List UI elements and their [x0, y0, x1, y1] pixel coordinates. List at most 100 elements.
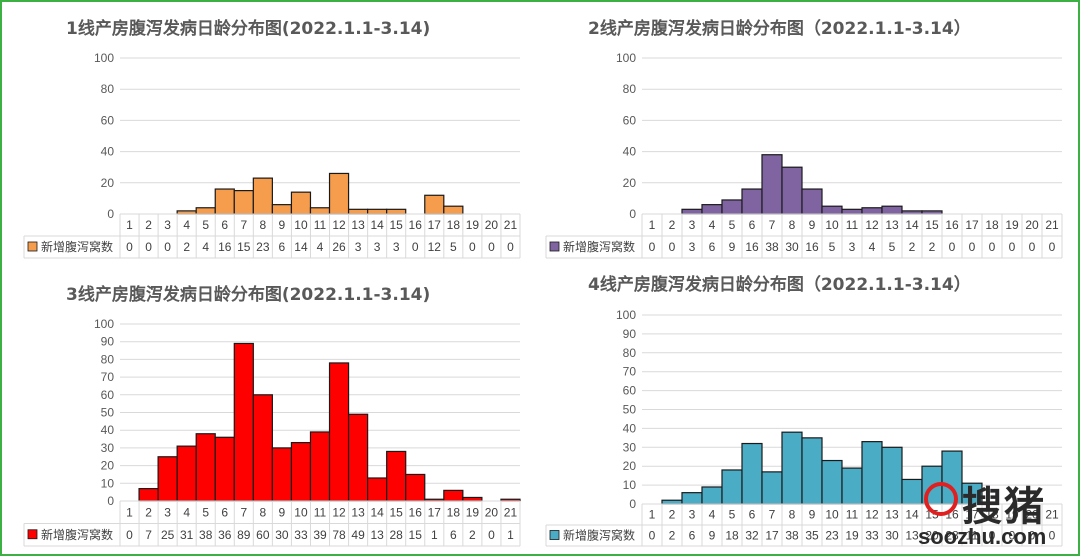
x-tick-label: 12	[865, 508, 879, 522]
data-label: 12	[428, 240, 442, 254]
x-tick-label: 12	[332, 505, 346, 519]
x-tick-label: 15	[390, 505, 404, 519]
watermark-domain: soozhu.com	[918, 524, 1047, 549]
data-label: 0	[669, 240, 676, 254]
data-label: 30	[785, 240, 799, 254]
data-label: 5	[829, 240, 836, 254]
x-tick-label: 21	[1045, 218, 1059, 232]
data-label: 32	[745, 529, 759, 543]
x-tick-label: 17	[428, 218, 442, 232]
bar-day-19	[462, 496, 483, 502]
legend-label: 新增腹泻窝数	[563, 528, 635, 543]
bar-day-8	[781, 431, 803, 505]
x-tick-label: 9	[809, 218, 816, 232]
y-tick-label: 90	[623, 327, 637, 341]
bar-day-9	[801, 437, 823, 505]
x-tick-label: 3	[164, 218, 171, 232]
x-tick-label: 6	[749, 218, 756, 232]
y-tick-label: 60	[101, 113, 115, 127]
x-tick-label: 16	[409, 218, 423, 232]
y-tick-label: 30	[101, 441, 115, 455]
chart-title: 3线产房腹泻发病日龄分布图(2022.1.1-3.14)	[66, 284, 430, 305]
data-label: 0	[1049, 240, 1056, 254]
bar-day-9	[801, 188, 823, 215]
x-tick-label: 1	[649, 218, 656, 232]
data-label: 3	[374, 240, 381, 254]
data-label: 1	[507, 528, 514, 542]
x-tick-label: 8	[260, 505, 267, 519]
y-tick-label: 20	[101, 459, 115, 473]
bar-day-17	[424, 194, 445, 215]
bar-day-8	[781, 166, 803, 215]
bar-day-11	[841, 208, 863, 215]
x-tick-label: 13	[351, 218, 365, 232]
y-tick-label: 80	[101, 82, 115, 96]
data-label: 0	[969, 240, 976, 254]
legend-label: 新增腹泻窝数	[41, 527, 113, 542]
data-label: 14	[294, 240, 308, 254]
y-tick-label: 0	[107, 207, 114, 221]
x-tick-label: 7	[240, 218, 247, 232]
bar-day-11	[309, 207, 331, 215]
x-tick-label: 1	[649, 508, 656, 522]
y-tick-label: 100	[616, 308, 636, 322]
data-label: 38	[199, 528, 213, 542]
y-tick-label: 90	[101, 335, 115, 349]
data-label: 0	[649, 240, 656, 254]
y-tick-label: 20	[623, 176, 637, 190]
x-tick-label: 1	[126, 505, 133, 519]
y-tick-label: 10	[101, 476, 115, 490]
bar-day-6	[214, 188, 235, 215]
y-tick-label: 40	[101, 423, 115, 437]
x-tick-label: 17	[965, 508, 979, 522]
data-label: 38	[765, 240, 779, 254]
bar-day-2	[138, 488, 159, 502]
x-tick-label: 10	[294, 218, 308, 232]
x-tick-label: 5	[202, 505, 209, 519]
x-tick-label: 20	[1025, 508, 1039, 522]
bar-day-5	[721, 199, 743, 215]
x-tick-label: 14	[370, 505, 384, 519]
bar-day-10	[821, 459, 843, 505]
watermark-text: 搜猪	[962, 483, 1046, 530]
x-tick-label: 5	[202, 218, 209, 232]
data-label: 9	[729, 240, 736, 254]
y-tick-label: 30	[623, 440, 637, 454]
data-label: 0	[126, 240, 133, 254]
bar-day-9	[271, 447, 293, 502]
x-tick-label: 21	[504, 218, 518, 232]
bar-day-4	[701, 486, 723, 505]
x-tick-label: 3	[689, 508, 696, 522]
bar-day-7	[761, 471, 783, 505]
data-label: 0	[507, 240, 514, 254]
x-tick-label: 13	[885, 218, 899, 232]
data-label: 6	[709, 240, 716, 254]
bar-day-12	[861, 207, 883, 215]
data-label: 3	[689, 240, 696, 254]
x-tick-label: 1	[126, 218, 133, 232]
y-tick-label: 0	[629, 497, 636, 511]
data-label: 0	[126, 528, 133, 542]
x-tick-label: 19	[1005, 218, 1019, 232]
y-tick-label: 60	[623, 113, 637, 127]
data-label: 0	[488, 528, 495, 542]
data-label: 49	[351, 528, 365, 542]
x-tick-label: 19	[1005, 508, 1019, 522]
bar-day-18	[443, 205, 464, 215]
x-tick-label: 6	[221, 218, 228, 232]
bar-day-3	[157, 456, 178, 502]
bar-day-13	[881, 205, 903, 215]
y-tick-label: 80	[623, 346, 637, 360]
x-tick-label: 20	[1025, 218, 1039, 232]
x-tick-label: 4	[709, 508, 716, 522]
data-label: 0	[949, 240, 956, 254]
data-label: 6	[689, 529, 696, 543]
chart-1: 1线产房腹泻发病日龄分布图(2022.1.1-3.14)020406080100…	[23, 18, 521, 259]
data-label: 6	[450, 528, 457, 542]
y-tick-label: 40	[623, 145, 637, 159]
x-tick-label: 19	[466, 218, 480, 232]
x-tick-label: 12	[332, 218, 346, 232]
x-tick-label: 4	[709, 218, 716, 232]
x-tick-label: 16	[409, 505, 423, 519]
data-label: 2	[669, 529, 676, 543]
